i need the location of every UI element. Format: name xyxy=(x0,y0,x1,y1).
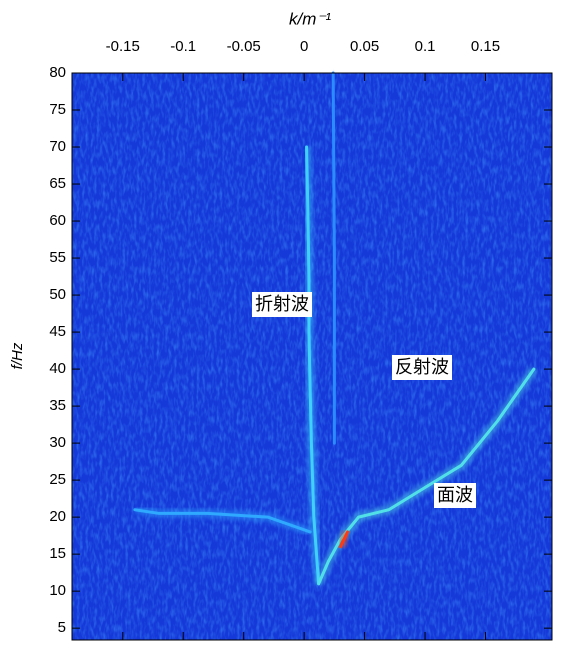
annotation-box xyxy=(252,292,312,317)
y-tick-label: 80 xyxy=(49,64,66,81)
y-tick-label: 55 xyxy=(49,249,66,266)
ridge xyxy=(338,530,350,549)
y-axis-label: f/Hz xyxy=(9,342,26,369)
x-tick-label: -0.05 xyxy=(227,38,261,55)
y-tick-label: 50 xyxy=(49,286,66,303)
ridge xyxy=(305,145,321,586)
y-tick-label: 70 xyxy=(49,138,66,155)
x-axis-label: k/m⁻¹ xyxy=(289,9,331,28)
y-tick-label: 75 xyxy=(49,101,66,118)
y-tick-label: 30 xyxy=(49,434,66,451)
y-tick-label: 5 xyxy=(58,619,66,636)
ridge xyxy=(133,508,312,534)
ridge xyxy=(331,71,336,445)
ridge xyxy=(317,367,536,586)
x-tick-label: 0.1 xyxy=(415,38,436,55)
annotation-box xyxy=(434,483,476,508)
plot-frame xyxy=(71,72,553,641)
y-tick-label: 60 xyxy=(49,212,66,229)
x-tick-label: -0.15 xyxy=(106,38,140,55)
y-tick-label: 15 xyxy=(49,545,66,562)
annotation-box xyxy=(392,355,452,380)
y-tick-label: 35 xyxy=(49,397,66,414)
y-tick-label: 65 xyxy=(49,175,66,192)
x-tick-label: 0.15 xyxy=(471,38,500,55)
annotation: 面波 xyxy=(437,485,473,506)
annotation: 反射波 xyxy=(395,357,449,378)
y-tick-label: 25 xyxy=(49,471,66,488)
x-tick-label: 0 xyxy=(300,38,308,55)
y-tick-label: 20 xyxy=(49,508,66,525)
y-tick-label: 45 xyxy=(49,323,66,340)
x-tick-label: 0.05 xyxy=(350,38,379,55)
annotation: 折射波 xyxy=(255,294,309,315)
y-tick-label: 40 xyxy=(49,360,66,377)
y-tick-label: 10 xyxy=(49,582,66,599)
x-tick-label: -0.1 xyxy=(170,38,196,55)
